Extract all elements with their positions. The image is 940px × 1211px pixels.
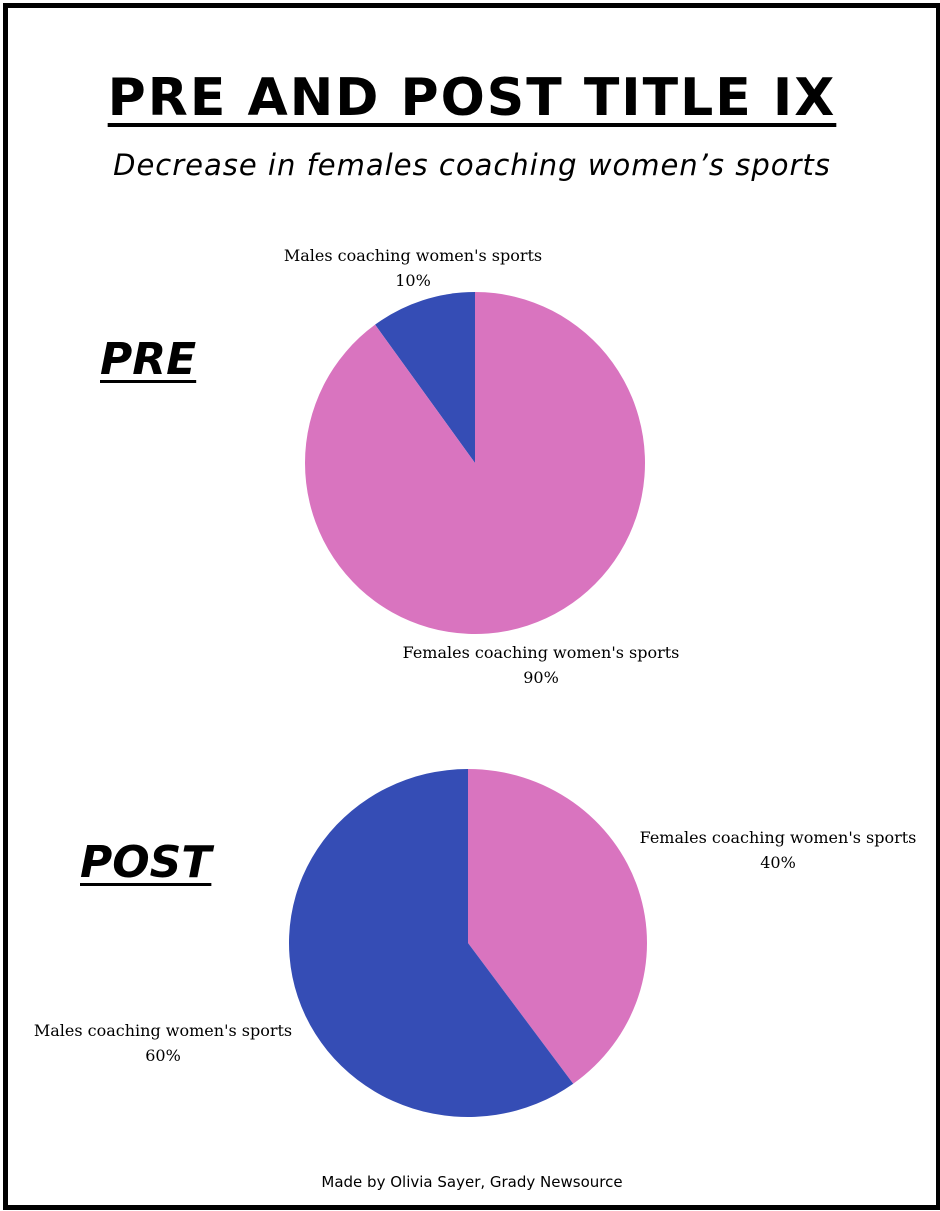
- slice-name: Males coaching women's sports: [283, 246, 543, 265]
- post-label: POST: [80, 837, 212, 888]
- page-subtitle: Decrease in females coaching women’s spo…: [113, 148, 831, 182]
- post-pie-chart: [288, 769, 647, 1117]
- poster-frame: PRE AND POST TITLE IX Decrease in female…: [3, 3, 940, 1210]
- slice-name: Females coaching women's sports: [639, 828, 917, 847]
- pre-female-slice-label: Females coaching women's sports 90%: [401, 640, 681, 690]
- pre-male-slice-label: Males coaching women's sports 10%: [283, 243, 543, 293]
- pre-slice-males: [375, 292, 475, 463]
- slice-value: 40%: [760, 853, 796, 872]
- post-male-slice-label: Males coaching women's sports 60%: [28, 1018, 298, 1068]
- slice-value: 10%: [395, 271, 431, 290]
- pre-slice-females: [305, 292, 645, 634]
- pre-label: PRE: [100, 334, 197, 385]
- page-title: PRE AND POST TITLE IX: [107, 68, 837, 128]
- pre-pie-chart: [305, 292, 645, 634]
- slice-value: 60%: [145, 1046, 181, 1065]
- slice-name: Males coaching women's sports: [33, 1021, 293, 1040]
- slice-name: Females coaching women's sports: [402, 643, 680, 662]
- slice-value: 90%: [523, 668, 559, 687]
- credit-footer: Made by Olivia Sayer, Grady Newsource: [321, 1173, 623, 1191]
- post-slice-females: [468, 769, 647, 1084]
- post-slice-males: [288, 769, 574, 1117]
- post-female-slice-label: Females coaching women's sports 40%: [633, 825, 923, 875]
